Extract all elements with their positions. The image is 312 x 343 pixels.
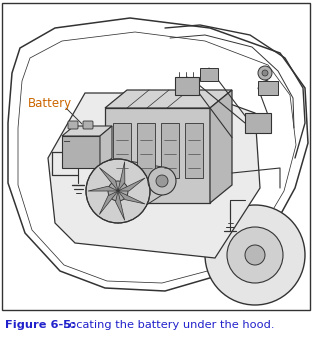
- Polygon shape: [62, 136, 100, 168]
- FancyBboxPatch shape: [68, 121, 78, 129]
- Circle shape: [227, 227, 283, 283]
- Polygon shape: [48, 93, 260, 258]
- Polygon shape: [62, 126, 112, 136]
- Polygon shape: [100, 126, 112, 168]
- Polygon shape: [99, 191, 118, 214]
- FancyBboxPatch shape: [83, 121, 93, 129]
- Circle shape: [156, 175, 168, 187]
- Circle shape: [86, 159, 150, 223]
- FancyBboxPatch shape: [175, 77, 199, 95]
- Polygon shape: [118, 178, 145, 191]
- Text: Battery: Battery: [28, 96, 72, 109]
- Polygon shape: [105, 90, 232, 108]
- Circle shape: [108, 181, 128, 201]
- Polygon shape: [105, 108, 210, 203]
- Circle shape: [258, 66, 272, 80]
- Bar: [185, 123, 203, 178]
- Text: Figure 6-5:: Figure 6-5:: [5, 320, 76, 330]
- Text: Locating the battery under the hood.: Locating the battery under the hood.: [56, 320, 275, 330]
- Polygon shape: [115, 191, 125, 220]
- Bar: [113, 123, 131, 178]
- FancyBboxPatch shape: [200, 68, 218, 81]
- Polygon shape: [210, 90, 232, 203]
- Bar: [137, 123, 155, 178]
- Polygon shape: [118, 162, 125, 191]
- Polygon shape: [88, 186, 118, 191]
- Circle shape: [148, 167, 176, 195]
- FancyBboxPatch shape: [258, 81, 278, 95]
- FancyBboxPatch shape: [245, 113, 271, 133]
- Circle shape: [245, 245, 265, 265]
- Polygon shape: [118, 191, 145, 204]
- Bar: [161, 123, 179, 178]
- Circle shape: [205, 205, 305, 305]
- Text: −: −: [63, 137, 71, 147]
- Circle shape: [262, 70, 268, 76]
- Bar: [2, 3, 310, 310]
- Polygon shape: [99, 168, 118, 191]
